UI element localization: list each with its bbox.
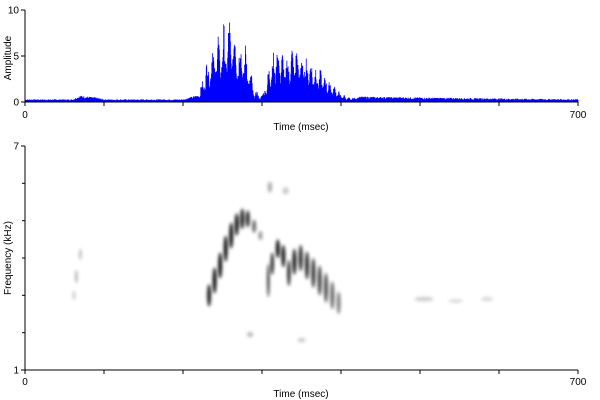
spectrogram-ticks: 1 7 0 700 xyxy=(13,142,586,389)
waveform-y-tick-label: 5 xyxy=(13,52,19,63)
spectrogram-blob xyxy=(311,258,316,288)
spectrogram-blob xyxy=(252,219,257,233)
spectrogram-blob xyxy=(218,252,223,279)
spectrogram-blob xyxy=(240,208,245,230)
spectrogram-blob xyxy=(212,267,217,294)
waveform-ticks: 0 5 10 0 700 xyxy=(8,6,587,122)
spectrogram-blob xyxy=(229,222,234,249)
spectrogram-blob xyxy=(275,239,280,258)
spectrogram-blob xyxy=(298,244,303,272)
waveform-panel: 0 5 10 0 700 Time (msec) Amplitude xyxy=(3,6,587,134)
spectrogram-blob xyxy=(448,299,463,303)
spectrogram-blob xyxy=(245,210,250,228)
spectrogram-blob xyxy=(317,265,322,296)
waveform-area xyxy=(24,22,579,102)
spectrogram-blob xyxy=(223,235,228,262)
spectrogram-y-tick-label: 7 xyxy=(13,142,19,153)
waveform-x-axis-label: Time (msec) xyxy=(273,122,328,133)
spectrogram-blob xyxy=(258,230,263,241)
spectrogram-blob xyxy=(330,281,335,310)
waveform-y-axis-label: Amplitude xyxy=(3,35,14,80)
spectrogram-blob xyxy=(267,181,273,193)
spectrogram-blob xyxy=(267,263,270,298)
spectrogram-x-tick-label: 700 xyxy=(570,377,587,388)
waveform-x-tick-label: 700 xyxy=(570,110,587,121)
spectrogram-x-tick-label: 0 xyxy=(22,377,28,388)
spectrogram-marks xyxy=(72,181,494,343)
waveform-signal xyxy=(24,22,579,102)
spectrogram-blob xyxy=(72,290,76,301)
spectrogram-blob xyxy=(246,331,254,338)
spectrogram-blob xyxy=(336,291,341,314)
spectrogram-blob xyxy=(282,187,289,195)
spectrogram-blob xyxy=(305,251,310,280)
waveform-y-tick-label: 10 xyxy=(8,6,20,17)
spectrogram-blob xyxy=(270,252,274,275)
spectrogram-blob xyxy=(287,259,291,286)
spectrogram-blob xyxy=(414,296,434,302)
spectrogram-blob xyxy=(207,284,212,307)
spectrogram-blob xyxy=(481,296,494,302)
spectrogram-blob xyxy=(324,272,328,303)
spectrogram-blob xyxy=(297,337,306,343)
spectrogram-blob xyxy=(292,248,297,275)
spectrogram-x-axis-label: Time (msec) xyxy=(273,389,328,400)
spectrogram-blob xyxy=(75,270,78,284)
waveform-y-tick-label: 0 xyxy=(13,98,19,109)
spectrogram-blob xyxy=(234,213,239,236)
spectrogram-blob xyxy=(79,248,82,260)
spectrogram-y-axis-label: Frequency (kHz) xyxy=(3,221,14,295)
spectrogram-blob xyxy=(281,244,286,268)
waveform-x-tick-label: 0 xyxy=(22,110,28,121)
spectrogram-panel: 1 7 0 700 Time (msec) Frequency (kHz) xyxy=(3,142,587,400)
spectrogram-y-tick-label: 1 xyxy=(13,366,19,377)
